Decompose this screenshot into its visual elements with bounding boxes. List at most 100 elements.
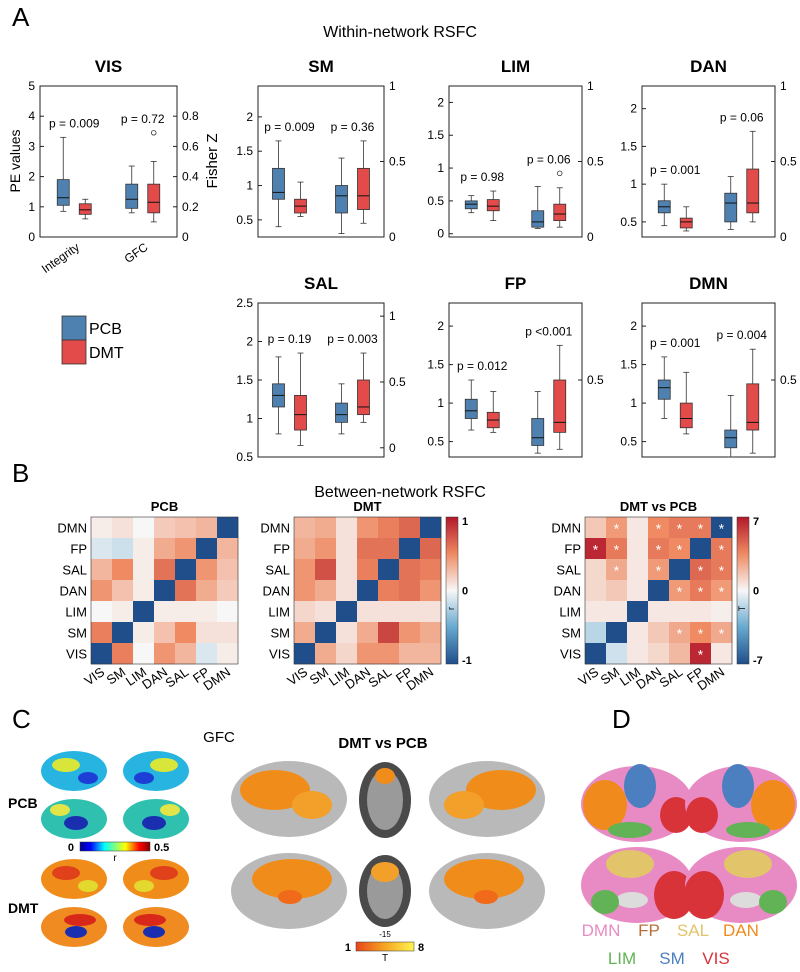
heatmap-cell bbox=[357, 622, 379, 644]
heatmap-cell bbox=[378, 517, 400, 539]
box bbox=[464, 398, 478, 419]
heatmap-frame bbox=[293, 516, 442, 665]
colorbar-label: r bbox=[446, 607, 456, 610]
left-tick-label: 1 bbox=[630, 396, 637, 410]
panel-letter-d: D bbox=[612, 704, 631, 734]
heatmap-cell bbox=[315, 643, 337, 665]
heatmap-cell bbox=[133, 601, 155, 623]
heatmap-cell bbox=[378, 601, 400, 623]
left-tick-label: 0.5 bbox=[427, 435, 444, 449]
heatmap-cell bbox=[196, 517, 218, 539]
p-value-label: p = 0.009 bbox=[264, 120, 315, 134]
heatmap-cell bbox=[196, 559, 218, 581]
p-value-label: p = 0.06 bbox=[527, 152, 571, 166]
boxplot-panel: VIS 0 1 2 3 4 5 0 0.2 0.4 0.6 0.8 p = 0.009 p = 0.72 I… bbox=[28, 57, 199, 276]
significance-mark: * bbox=[719, 521, 725, 537]
heatmap-cell bbox=[585, 538, 607, 560]
heatmap-cell bbox=[336, 601, 358, 623]
row-label: DMN bbox=[260, 521, 290, 536]
r-colorbar-label: r bbox=[113, 853, 117, 864]
heatmap-cell bbox=[711, 538, 733, 560]
t-colorbar-min: 1 bbox=[345, 942, 351, 954]
heatmap-cell bbox=[133, 538, 155, 560]
row-label-pcb: PCB bbox=[8, 795, 38, 811]
t-brain-medial-right bbox=[429, 853, 545, 929]
heatmap-cell bbox=[357, 517, 379, 539]
right-tick-label: 0 bbox=[389, 230, 396, 244]
heatmap-cell bbox=[91, 622, 113, 644]
left-tick-label: 0.5 bbox=[236, 450, 253, 464]
row-label: LIM bbox=[268, 605, 290, 620]
heatmap-cell bbox=[294, 601, 316, 623]
heatmap-cell bbox=[154, 538, 176, 560]
network-atlas-brains bbox=[581, 764, 797, 923]
axial-slice-bottom bbox=[359, 855, 411, 927]
heatmap-cell bbox=[336, 559, 358, 581]
heatmap-cell bbox=[196, 622, 218, 644]
heatmap-cell bbox=[669, 517, 691, 539]
heatmap-cell bbox=[711, 622, 733, 644]
left-axis-label: PE values bbox=[7, 129, 23, 192]
panel-title: LIM bbox=[501, 57, 530, 76]
row-label: DAN bbox=[263, 584, 290, 599]
heatmap-cell bbox=[648, 517, 670, 539]
left-tick-label: 2 bbox=[246, 335, 253, 349]
panel-letter-b: B bbox=[12, 458, 29, 488]
row-label: FP bbox=[564, 542, 581, 557]
box bbox=[657, 379, 671, 400]
r-colorbar-min: 0 bbox=[68, 842, 74, 854]
left-tick-label: 0 bbox=[437, 227, 444, 241]
network-label: SM bbox=[659, 949, 685, 968]
right-tick-label: 0 bbox=[780, 230, 787, 244]
row-label: SAL bbox=[265, 563, 290, 578]
row-label: DMN bbox=[551, 521, 581, 536]
significance-mark: * bbox=[614, 542, 620, 558]
box bbox=[531, 210, 545, 228]
heatmap-title: DMT bbox=[353, 499, 381, 514]
boxplot-panel: SM 0.5 1 1.5 2 0 0.5 1 p = 0.009 p = 0.36 bbox=[236, 57, 406, 244]
heatmap-cell bbox=[112, 622, 134, 644]
row-label: DAN bbox=[554, 584, 581, 599]
pcb-brain-lateral-right bbox=[123, 751, 189, 791]
category-label: Integrity bbox=[39, 240, 82, 276]
heatmap-cell bbox=[91, 643, 113, 665]
colorbar-tick: -1 bbox=[462, 655, 472, 667]
left-tick-label: 1.5 bbox=[620, 139, 637, 153]
heatmap-cell bbox=[175, 517, 197, 539]
heatmap-cell bbox=[669, 538, 691, 560]
heatmap-cell bbox=[217, 517, 239, 539]
network-label: DMN bbox=[582, 921, 621, 940]
boxplot-panel: LIM 0 0.5 1 1.5 2 0 0.5 1 p = 0.98 p = 0.06 bbox=[427, 57, 604, 244]
heatmap-cell bbox=[420, 559, 442, 581]
left-tick-label: 1 bbox=[246, 412, 253, 426]
network-label: VIS bbox=[702, 949, 729, 968]
significance-mark: * bbox=[656, 521, 662, 537]
right-tick-label: 0 bbox=[389, 441, 396, 455]
heatmap-cell bbox=[357, 559, 379, 581]
left-tick-label: 1.5 bbox=[427, 358, 444, 372]
t-brain-lateral-right bbox=[429, 761, 545, 837]
t-brain-lateral-left bbox=[231, 761, 347, 837]
panel-title: DMN bbox=[689, 274, 728, 293]
heatmap-cell bbox=[627, 538, 649, 560]
heatmap-cell bbox=[154, 643, 176, 665]
heatmap-cell bbox=[606, 538, 628, 560]
heatmap-cell bbox=[690, 622, 712, 644]
heatmap-cell bbox=[133, 622, 155, 644]
box bbox=[746, 168, 760, 214]
heatmap-cell bbox=[690, 538, 712, 560]
right-tick-label: 1 bbox=[587, 79, 594, 93]
heatmap-cell bbox=[315, 622, 337, 644]
heatmap-cell bbox=[175, 580, 197, 602]
heatmap-cell bbox=[112, 538, 134, 560]
heatmap-cell bbox=[627, 517, 649, 539]
t-colorbar-label: T bbox=[382, 953, 388, 964]
heatmap-cell bbox=[627, 559, 649, 581]
axial-slice-top bbox=[359, 762, 411, 838]
heatmap-cell bbox=[648, 643, 670, 665]
heatmap-cell bbox=[585, 643, 607, 665]
heatmap-cell bbox=[294, 622, 316, 644]
heatmap-cell bbox=[669, 601, 691, 623]
heatmap-cell bbox=[690, 517, 712, 539]
